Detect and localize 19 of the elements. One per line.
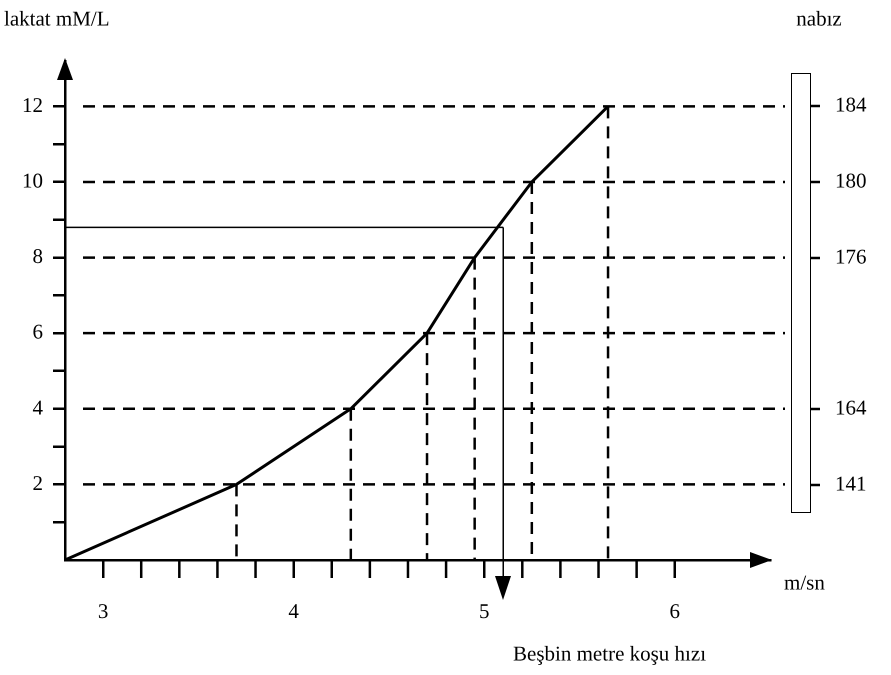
text: 184 xyxy=(835,92,867,117)
y-tick-label: 6 xyxy=(32,320,43,344)
text: 180 xyxy=(835,168,866,193)
text: 164 xyxy=(835,396,867,420)
x-axis-title: m/sn xyxy=(784,570,826,595)
x-tick-label: 5 xyxy=(478,599,490,624)
text: Beşbin metre koşu hızı xyxy=(513,642,706,666)
x-tick-label: 3 xyxy=(98,599,108,624)
y-tick-label: 10 xyxy=(22,168,43,192)
x-tick-label: 4 xyxy=(288,599,300,624)
text: 141 xyxy=(835,472,866,496)
y-tick-label: 12 xyxy=(22,92,43,117)
y-tick-label: 8 xyxy=(32,244,43,268)
text: 176 xyxy=(835,244,866,269)
x-tick-label: 6 xyxy=(669,599,680,624)
y2-axis-title: nabız xyxy=(796,6,842,31)
y-tick-label: 4 xyxy=(32,395,44,420)
y-tick-label: 2 xyxy=(32,470,43,495)
y-axis-title: laktat mM/L xyxy=(4,6,110,31)
